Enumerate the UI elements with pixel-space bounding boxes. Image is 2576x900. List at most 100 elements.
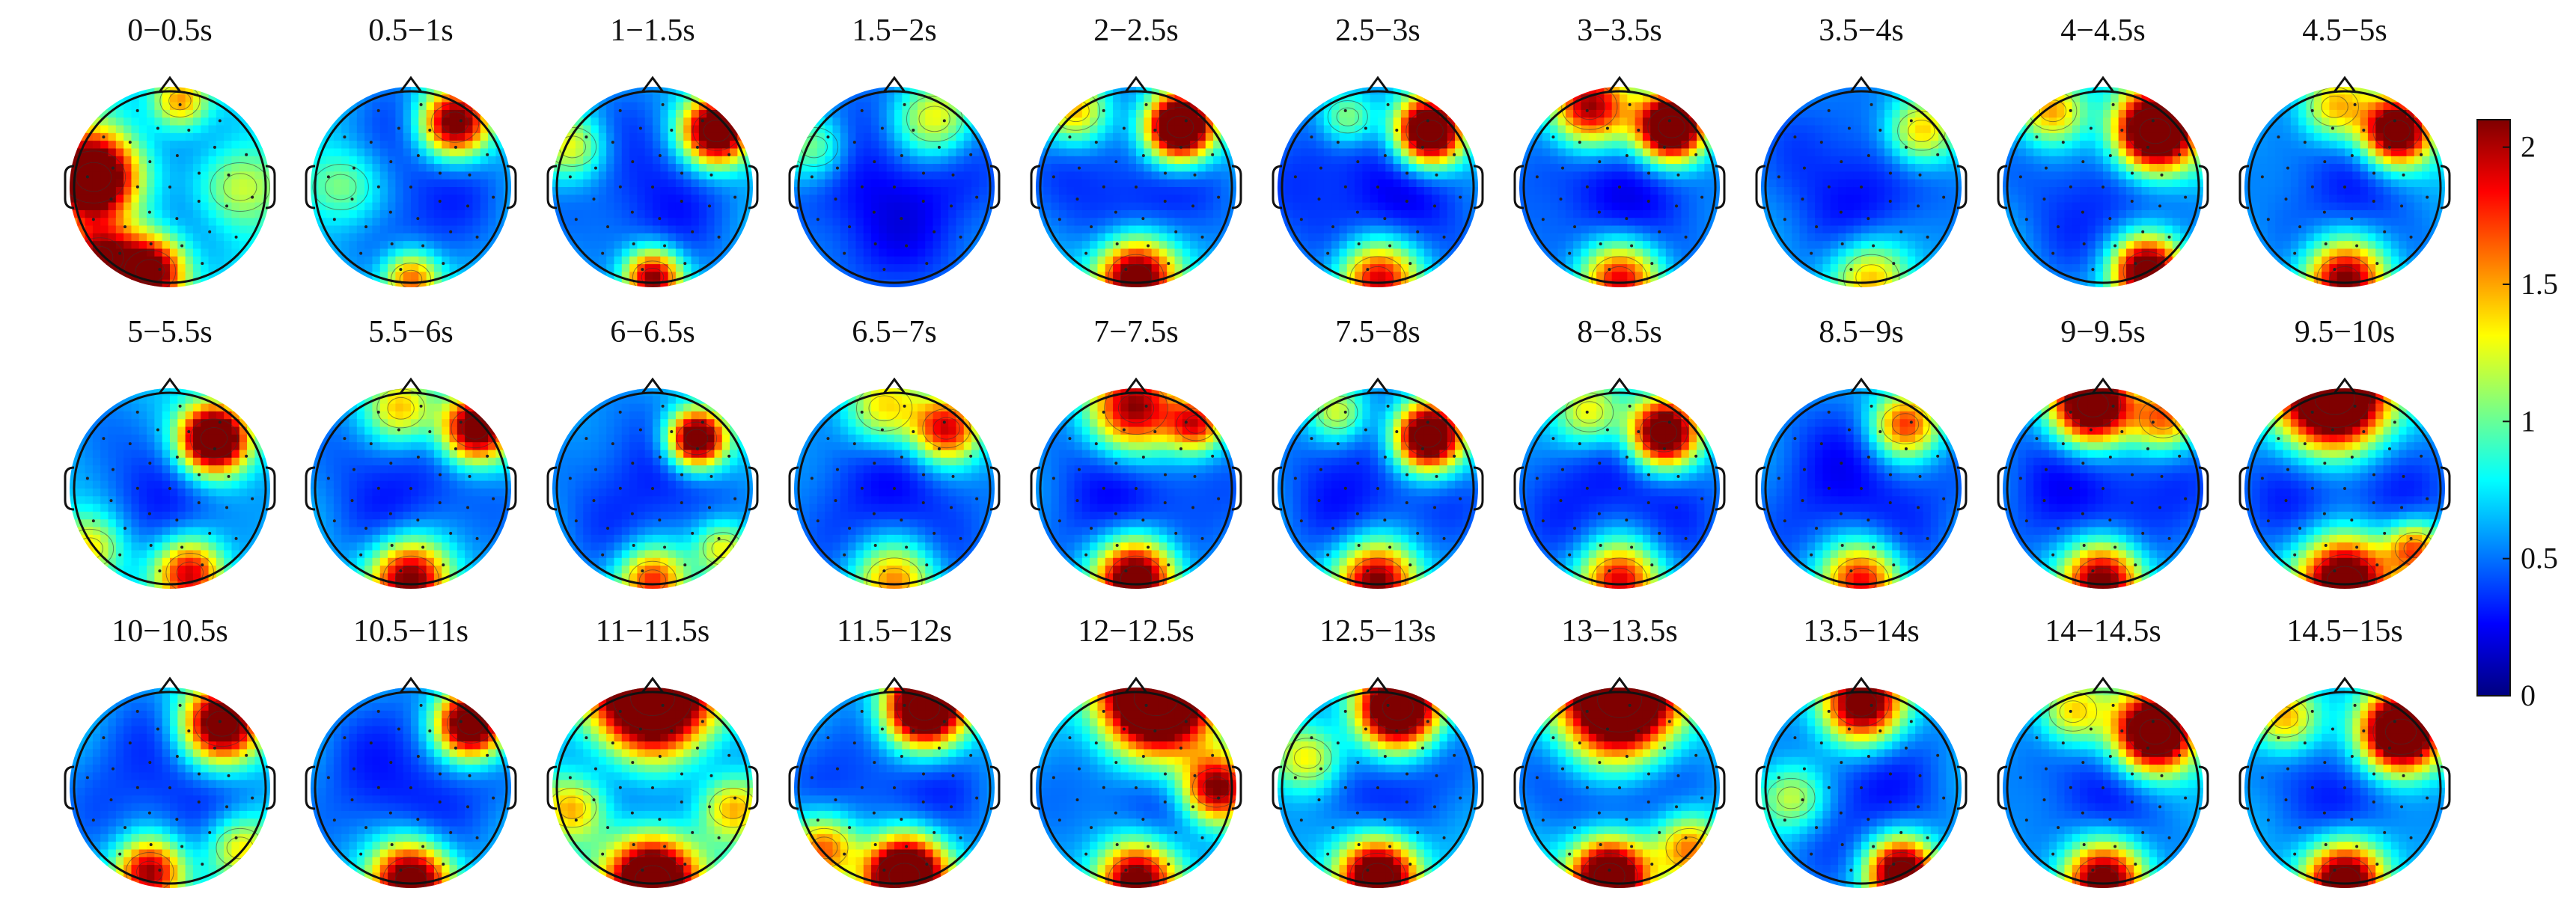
electrode-dot	[1122, 727, 1126, 731]
electrode-dot	[1667, 119, 1671, 123]
electrode-dot	[1847, 727, 1851, 731]
electrode-dot	[1872, 244, 1875, 248]
electrode-dot	[2284, 499, 2288, 503]
electrode-dot	[1926, 836, 1929, 839]
left-ear-outline	[64, 466, 75, 511]
head-outline	[1039, 691, 1233, 885]
topomap	[1755, 76, 1968, 287]
electrode-dot	[2069, 108, 2072, 112]
topomap	[2238, 76, 2451, 287]
electrode-dot	[376, 108, 380, 112]
electrode-dot	[466, 805, 470, 809]
electrode-dot	[1840, 544, 1844, 548]
electrode-dot	[438, 473, 442, 477]
electrode-dot	[969, 753, 973, 757]
electrode-dot	[180, 244, 184, 248]
electrode-dot	[1310, 736, 1313, 740]
electrode-dot	[1551, 437, 1555, 441]
electrode-dot	[1293, 776, 1297, 780]
electrode-dot	[1174, 531, 1178, 535]
electrode-dot	[149, 242, 153, 246]
electrode-dot	[1597, 210, 1601, 214]
electrode-dot	[468, 474, 471, 478]
electrode-dot	[680, 772, 683, 776]
electrode-dot	[2323, 761, 2327, 765]
left-ear-outline	[1513, 165, 1524, 209]
electrode-dot	[364, 225, 368, 229]
electrode-dot	[1356, 761, 1360, 765]
electrode-dot	[2355, 845, 2359, 848]
electrode-dot	[2355, 244, 2359, 248]
electrode-dot	[2061, 741, 2065, 745]
electrode-dot	[2108, 217, 2112, 221]
electrode-dot	[2350, 518, 2354, 522]
electrode-dot	[376, 185, 380, 189]
topomap-time-label: 11−11.5s	[533, 616, 772, 647]
electrode-dot	[449, 531, 453, 535]
electrode-dot	[1700, 497, 1704, 500]
electrode-dot	[2042, 798, 2046, 802]
electrode-dot	[1658, 830, 1661, 834]
electrode-dot	[416, 153, 420, 157]
right-ear-outline	[1956, 765, 1968, 810]
electrode-dot	[2409, 235, 2413, 239]
electrode-dot	[369, 141, 373, 144]
electrode-dot	[1899, 531, 1903, 535]
electrode-dot	[2333, 268, 2337, 272]
electrode-dot	[1839, 210, 1843, 214]
electrode-dot	[1936, 153, 1940, 156]
electrode-dot	[1395, 729, 1399, 732]
electrode-dot	[1405, 473, 1408, 477]
electrode-dot	[2167, 836, 2171, 839]
electrode-dot	[1115, 242, 1119, 246]
electrode-dot	[2393, 119, 2396, 123]
head-outline	[2006, 90, 2200, 284]
topomap-time-label: 5−5.5s	[50, 316, 290, 348]
electrode-dot	[593, 468, 597, 471]
electrode-dot	[593, 166, 597, 170]
electrode-dot	[903, 404, 906, 408]
electrode-dot	[1568, 251, 1572, 255]
nose-outline	[2091, 76, 2115, 93]
electrode-dot	[2372, 473, 2375, 477]
electrode-dot	[158, 569, 162, 573]
electrode-dot	[343, 135, 347, 139]
electrode-dot	[1052, 477, 1055, 480]
electrode-dot	[1870, 703, 1873, 707]
electrode-dot	[1114, 761, 1118, 765]
right-ear-outline	[1715, 165, 1726, 209]
electrode-dot	[2400, 506, 2404, 509]
electrode-dot	[816, 519, 820, 523]
left-ear-outline	[1997, 765, 2008, 810]
electrode-dot	[1141, 754, 1145, 758]
topomap	[1997, 76, 2209, 287]
electrode-dot	[1585, 786, 1589, 789]
electrode-dot	[1052, 175, 1055, 179]
electrode-dot	[661, 703, 665, 707]
electrode-dot	[937, 145, 941, 149]
electrode-dot	[1453, 454, 1456, 458]
electrode-dot	[2372, 199, 2375, 203]
electrode-dot	[1343, 486, 1347, 490]
electrode-dot	[1336, 741, 1340, 745]
nose-outline	[399, 676, 423, 694]
electrode-dot	[2089, 727, 2093, 731]
electrode-dot	[882, 569, 886, 573]
electrode-dot	[937, 746, 941, 750]
electrode-dot	[2333, 869, 2337, 872]
electrode-dot	[1942, 497, 1946, 500]
electrode-dot	[606, 527, 610, 530]
electrode-dot	[234, 536, 238, 540]
left-ear-outline	[1755, 165, 1766, 209]
electrode-dot	[1917, 506, 1920, 509]
electrode-dot	[2293, 852, 2297, 856]
electrode-dot	[1200, 235, 1204, 239]
electrode-dot	[1608, 869, 1611, 872]
electrode-dot	[2323, 462, 2327, 465]
topomap	[546, 377, 759, 589]
electrode-dot	[359, 553, 363, 557]
electrode-dot	[611, 141, 614, 144]
electrode-dot	[2120, 729, 2124, 732]
electrode-dot	[2057, 527, 2060, 530]
electrode-dot	[1694, 753, 1698, 757]
